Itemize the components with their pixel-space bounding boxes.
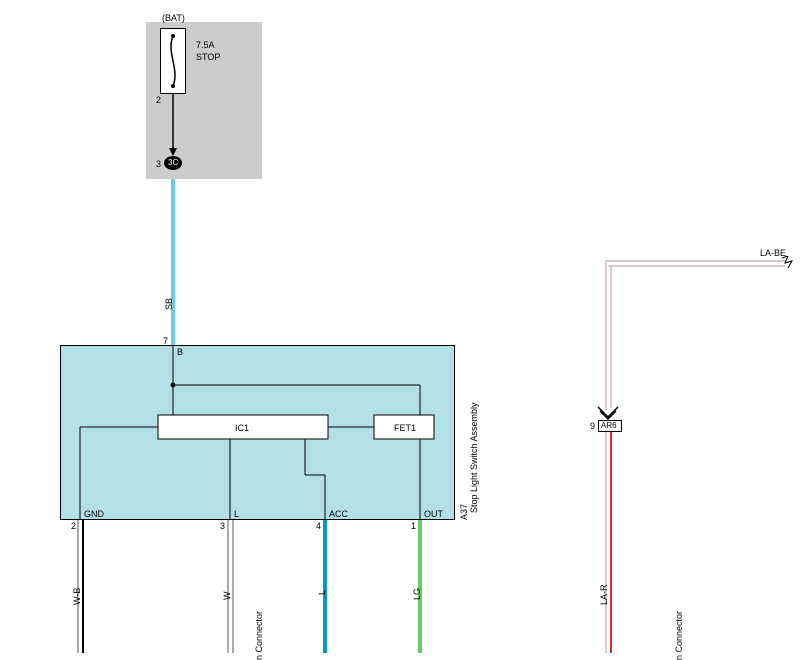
pin-gnd-name: GND [84,509,104,519]
wire-la-r-1 [605,432,607,653]
fet1-label: FET1 [394,423,416,433]
junction-3-pin: 3 [156,159,161,169]
pin-out-num: 1 [411,521,416,531]
wire-la-r-2 [610,432,612,653]
wire-lg [418,520,422,653]
wire-lg-label: LG [412,588,422,600]
wire-la-be-label: LA-BE [760,248,786,258]
pin-l-name: L [234,509,239,519]
wire-wb-1 [77,520,79,653]
pin-out-name: OUT [424,509,443,519]
pin-acc-num: 4 [316,521,321,531]
wire-w-2 [232,520,234,653]
junction-ar6-ref: AR6 [601,421,617,430]
wire-la-be-v2 [610,265,612,408]
pin-l-num: 3 [220,521,225,531]
wire-w-1 [227,520,229,653]
pin-gnd-num: 2 [71,521,76,531]
fuse-to-junction-line [0,0,300,200]
assembly-ref: A37 [459,504,469,520]
wire-la-r-label: LA-R [599,584,609,605]
junction-3c-ref: 3C [168,158,178,167]
junction-ar6-chevron-icon [596,405,624,421]
wire-w-label: W [222,592,232,601]
splice-end-icon [782,256,796,270]
pin-acc-name: ACC [329,509,348,519]
wire-sb-label: SB [164,298,174,310]
junction-ar6-pin: 9 [590,421,595,431]
wire-l [323,520,327,653]
wire-wb-label: W-B [72,588,82,605]
wire-sb [171,179,175,345]
ic1-label: IC1 [235,423,249,433]
wire-l-label: L [317,590,327,595]
wire-la-be-v1 [605,260,607,410]
wire-wb-2 [82,520,84,653]
wire-la-be-h1 [605,260,785,262]
wire-la-be-h2 [608,265,785,267]
assembly-name: Stop Light Switch Assembly [469,402,479,513]
